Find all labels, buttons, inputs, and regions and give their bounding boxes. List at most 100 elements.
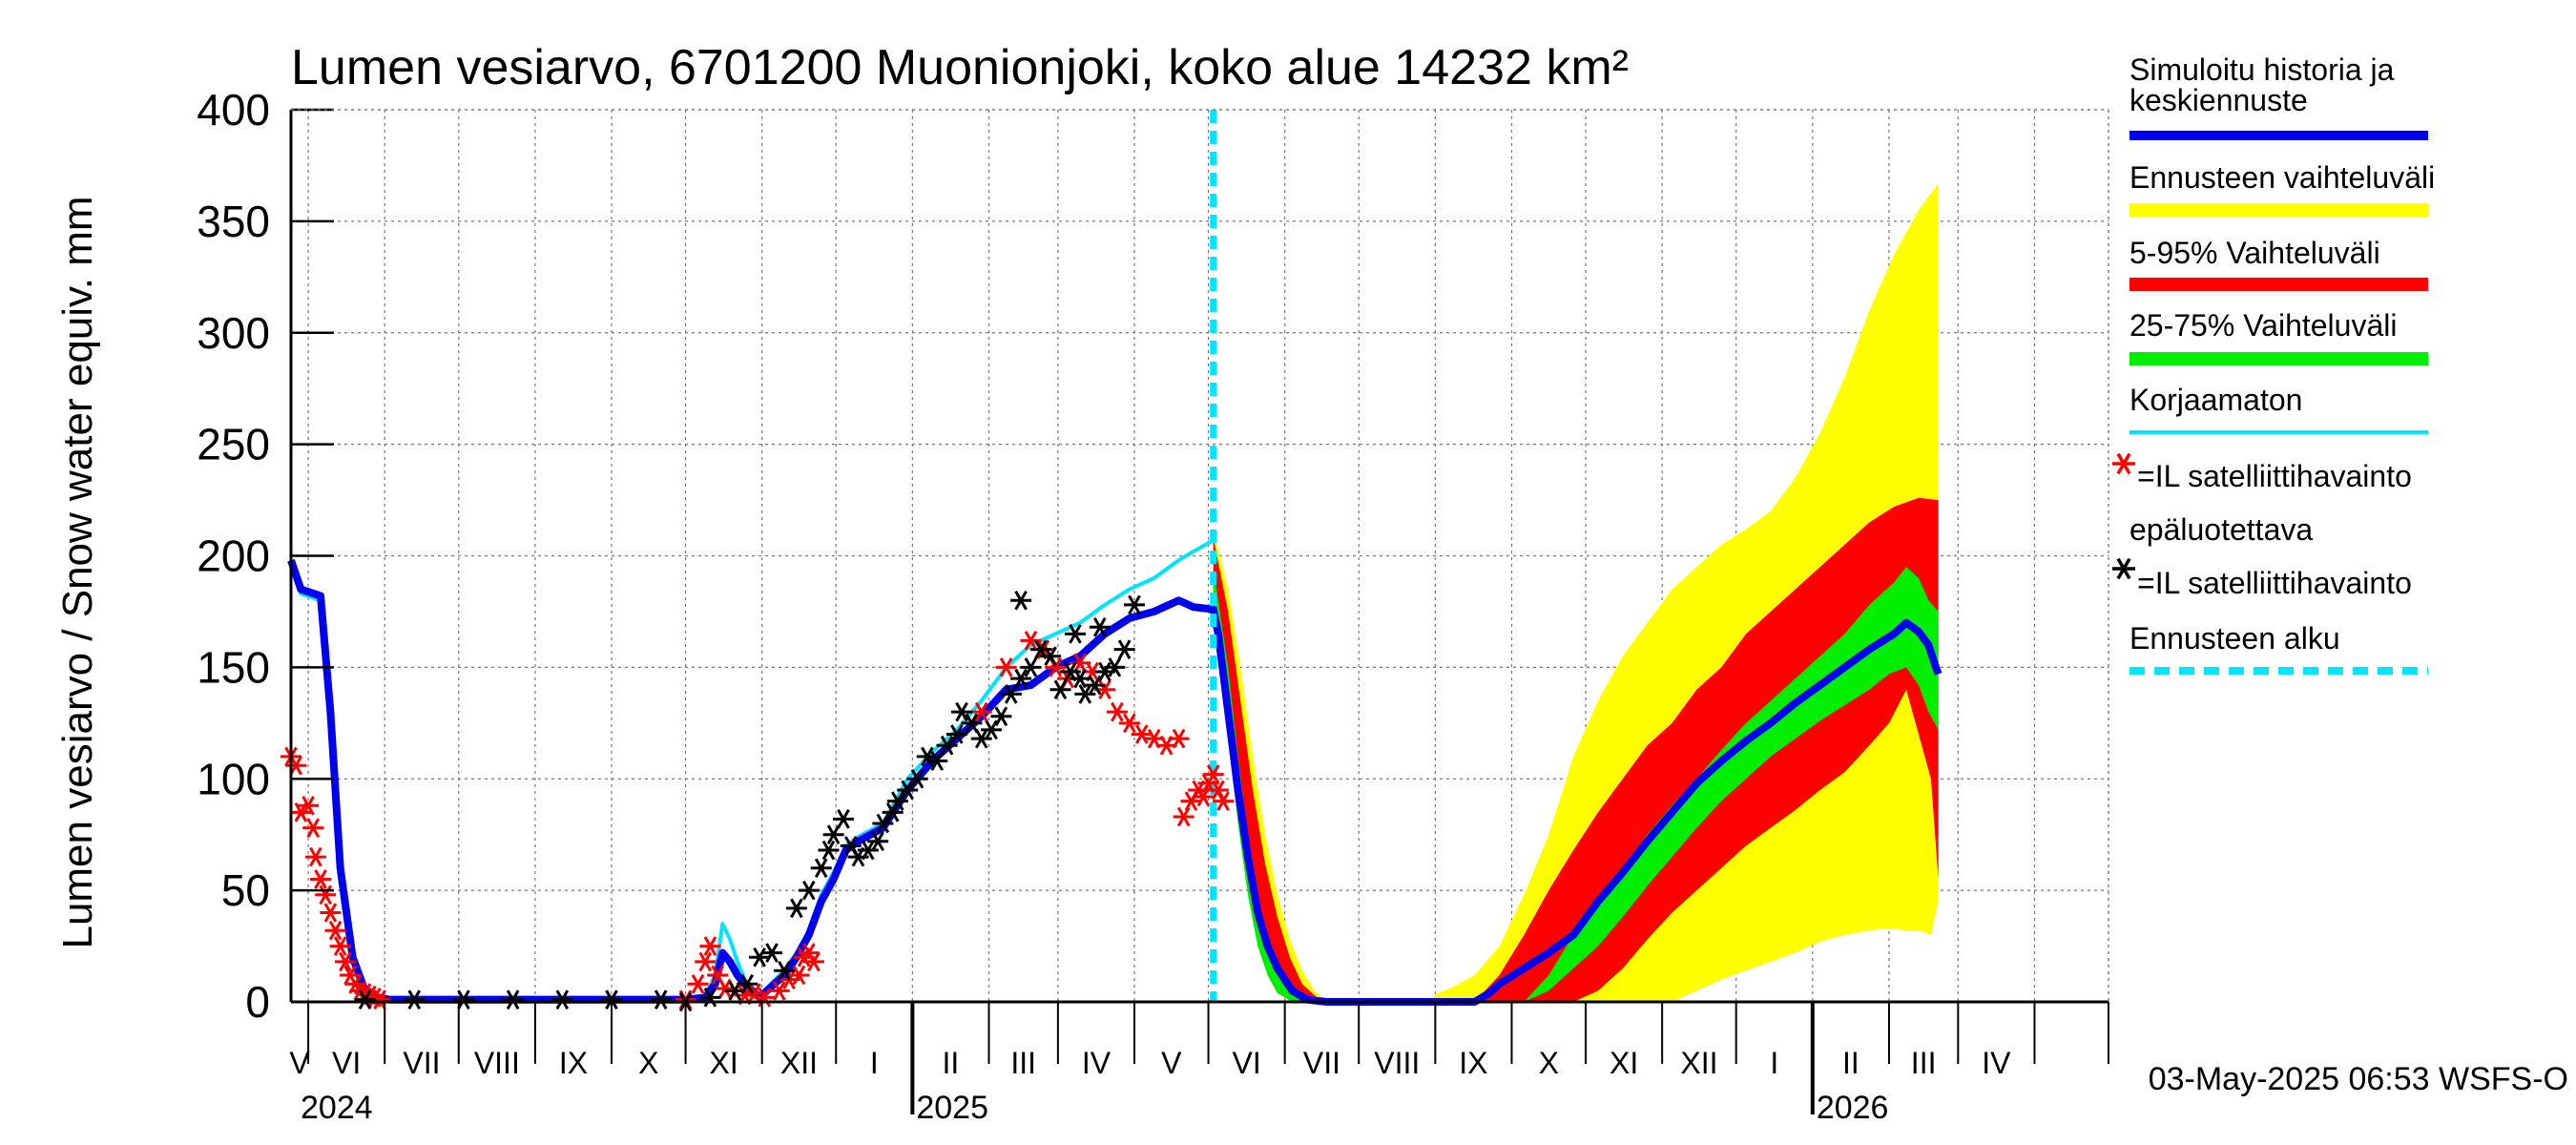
sat-black-point: [1040, 646, 1062, 666]
month-label: IX: [559, 1046, 588, 1080]
month-label: V: [289, 1046, 310, 1080]
y-tick-label: 50: [221, 865, 270, 915]
legend-black-asterisk-icon: [2112, 557, 2135, 580]
legend-forecast-start-label: Ennusteen alku: [2129, 621, 2340, 656]
sat-black-point: [798, 880, 820, 901]
sat-red-point: [754, 988, 776, 1008]
legend-red-asterisk-icon: [2112, 452, 2135, 475]
legend: Simuloitu historia ja keskiennuste Ennus…: [2112, 52, 2435, 675]
sat-black-point: [936, 735, 958, 756]
sat-red-point: [304, 846, 326, 867]
month-label: IV: [1982, 1046, 2011, 1080]
sat-black-point: [1010, 668, 1032, 689]
y-tick-label: 200: [197, 531, 270, 581]
month-label: VII: [1303, 1046, 1340, 1080]
sat-red-point: [329, 936, 351, 956]
sat-red-point: [310, 869, 332, 889]
chart-title: Lumen vesiarvo, 6701200 Muonionjoki, kok…: [291, 40, 1629, 95]
band-5-95: [1213, 497, 1939, 1002]
sat-black-point: [961, 713, 983, 734]
legend-uncorrected-label: Korjaamaton: [2129, 383, 2302, 417]
sat-black-point: [1010, 590, 1032, 611]
sat-red-point: [285, 755, 307, 776]
sat-black-point: [1124, 594, 1146, 615]
sat-red-point: [970, 701, 992, 722]
legend-range-full-label: Ennusteen vaihteluväli: [2129, 160, 2435, 195]
month-label: XI: [710, 1046, 738, 1080]
sat-black-point: [886, 791, 908, 811]
month-label: VIII: [1374, 1046, 1420, 1080]
month-label: II: [943, 1046, 960, 1080]
sat-black-point: [822, 824, 844, 844]
sat-black-point: [990, 706, 1012, 727]
sat-red-point: [1202, 764, 1224, 784]
sat-red-point: [1131, 724, 1153, 744]
month-label: V: [1161, 1046, 1182, 1080]
year-label: 2024: [301, 1090, 373, 1126]
month-label: X: [1539, 1046, 1559, 1080]
sat-red-point: [1168, 728, 1190, 749]
y-axis-label: Lumen vesiarvo / Snow water equiv. mm: [54, 196, 101, 948]
sat-black-point: [810, 858, 832, 879]
legend-sat-unreliable-label: epäluotettava: [2129, 512, 2313, 547]
y-tick-label: 400: [197, 85, 270, 135]
month-label: XII: [1680, 1046, 1717, 1080]
sat-red-point: [695, 951, 717, 972]
sat-black-point: [926, 751, 948, 771]
month-label: III: [1911, 1046, 1937, 1080]
legend-range-25-75-label: 25-75% Vaihteluväli: [2129, 308, 2397, 343]
sat-black-point: [1084, 675, 1106, 696]
legend-sat-black-label: =IL satelliittihavainto: [2137, 566, 2412, 600]
month-label: I: [870, 1046, 879, 1080]
sat-red-point: [320, 903, 342, 923]
sat-black-point: [601, 989, 623, 1010]
forecast-bands: [1213, 183, 1939, 1002]
y-tick-label: 250: [197, 420, 270, 469]
sat-black-point: [1049, 679, 1071, 700]
sat-red-point: [802, 951, 824, 972]
sat-black-point: [1064, 624, 1086, 644]
month-label: II: [1842, 1046, 1859, 1080]
sat-black-point: [970, 728, 992, 749]
month-label: I: [1770, 1046, 1778, 1080]
sat-red-point: [768, 981, 790, 1001]
y-tick-label: 150: [197, 642, 270, 692]
month-label: XII: [780, 1046, 818, 1080]
sat-red-point: [1213, 791, 1235, 811]
sat-black-point: [1113, 639, 1135, 659]
sat-black-point: [1000, 684, 1022, 704]
legend-sim-label-line1: Simuloitu historia ja: [2129, 52, 2395, 87]
year-label: 2026: [1817, 1090, 1889, 1126]
sat-black-point: [452, 989, 474, 1010]
sat-black-point: [897, 780, 919, 801]
month-label: VI: [332, 1046, 361, 1080]
sat-red-point: [1118, 713, 1140, 734]
y-tick-label: 350: [197, 197, 270, 246]
month-label: VI: [1232, 1046, 1260, 1080]
y-tick-label: 300: [197, 308, 270, 358]
month-label: VII: [403, 1046, 440, 1080]
sat-black-point: [773, 960, 795, 981]
sat-red-point: [324, 920, 346, 941]
sat-red-point: [302, 818, 324, 838]
sat-red-point: [687, 974, 709, 994]
sat-red-point: [1193, 786, 1215, 807]
sat-red-point: [334, 951, 356, 972]
sat-black-point: [761, 943, 783, 963]
legend-sat-red-label: =IL satelliittihavainto: [2137, 459, 2412, 493]
sat-black-point: [981, 719, 1003, 740]
month-label: VIII: [474, 1046, 520, 1080]
month-label: III: [1010, 1046, 1036, 1080]
sat-black-point: [867, 831, 889, 851]
sat-red-point: [315, 885, 337, 906]
sat-black-point: [502, 989, 524, 1010]
month-label: IX: [1459, 1046, 1487, 1080]
sat-red-point: [995, 657, 1017, 677]
sat-black-point: [650, 989, 672, 1010]
sat-black-point: [945, 724, 967, 744]
sat-black-point: [951, 701, 973, 722]
sat-black-point: [737, 974, 758, 994]
y-tick-label: 100: [197, 754, 270, 803]
sat-black-point: [1074, 684, 1096, 704]
